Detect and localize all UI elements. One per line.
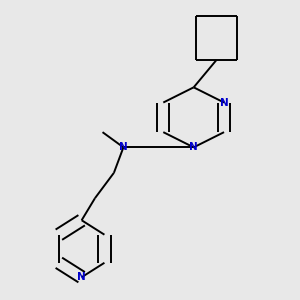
- Text: N: N: [119, 142, 128, 152]
- Text: N: N: [189, 142, 198, 152]
- Text: N: N: [220, 98, 228, 107]
- Text: N: N: [77, 272, 86, 282]
